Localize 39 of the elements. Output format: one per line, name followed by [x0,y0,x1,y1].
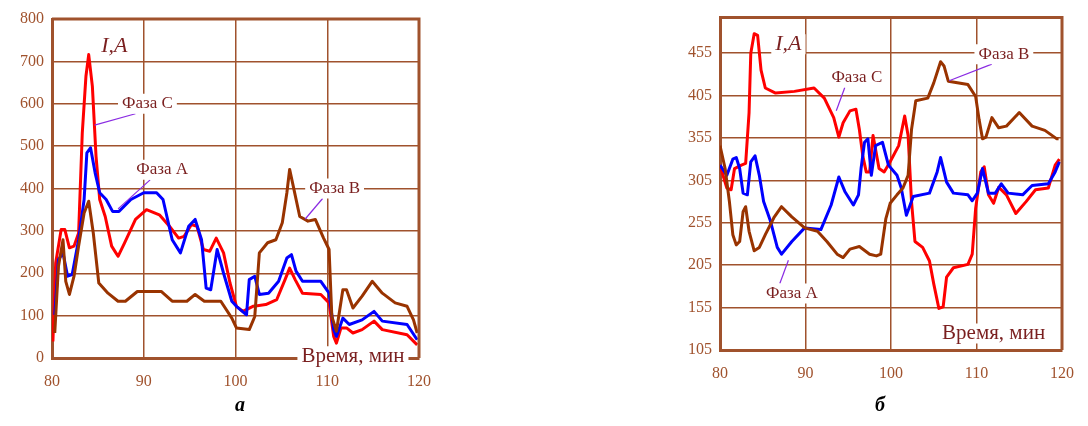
y-tick-label: 400 [20,178,44,196]
x-tick-label: 100 [223,371,248,389]
x-tick-label: 120 [407,371,431,389]
y-tick-label: 300 [20,221,44,239]
y-axis-title: I,A [774,29,803,55]
y-tick-label: 200 [20,263,44,281]
series-label: Фаза A [136,159,189,179]
x-tick-label: 120 [1050,363,1074,381]
x-tick-label: 80 [44,371,60,389]
text: б [875,393,885,416]
series-label: Фаза B [978,43,1030,63]
y-tick-label: 500 [20,136,44,154]
y-tick-label: 700 [20,51,44,69]
y-tick-label: 355 [688,128,712,146]
y-tick-label: 105 [688,340,712,358]
y-tick-label: 100 [20,305,44,323]
x-tick-label: 110 [315,371,339,389]
x-tick-label: 90 [135,371,152,389]
y-tick-label: 255 [688,213,712,231]
y-axis-title: I,A [100,31,129,57]
series-label: Фаза B [309,177,360,197]
x-axis-title: Время, мин [942,319,1046,344]
y-tick-label: 305 [688,170,712,188]
x-axis-title: Время, мин [301,342,405,367]
text: а [235,393,245,416]
series-label: Фаза A [765,282,819,302]
y-tick-label: 0 [36,348,44,366]
x-tick-label: 100 [879,363,903,381]
y-tick-label: 600 [20,93,44,111]
x-tick-label: 90 [797,363,814,381]
y-tick-label: 405 [688,85,712,103]
series-label: Фаза C [831,66,883,86]
y-tick-label: 205 [688,255,712,273]
series-label: Фаза C [122,93,173,113]
x-tick-label: 110 [964,363,989,381]
y-tick-label: 155 [688,297,712,315]
y-tick-label: 455 [688,43,712,61]
x-tick-label: 80 [712,363,728,381]
y-tick-label: 800 [20,9,44,27]
